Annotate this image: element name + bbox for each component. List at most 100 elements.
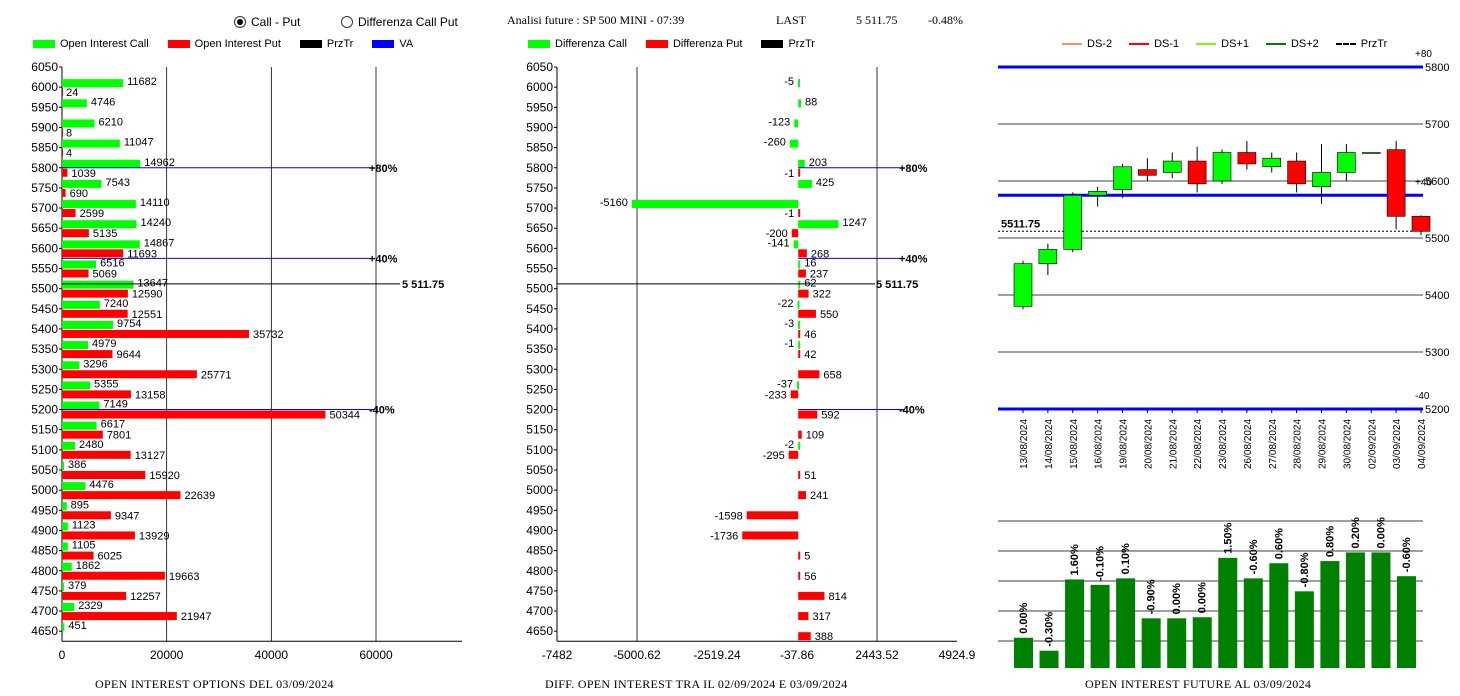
- put-value-label: 4: [66, 148, 72, 160]
- call-bar: [62, 482, 86, 491]
- call-value-label: 14962: [144, 157, 175, 169]
- diff-call-bar: [798, 260, 801, 269]
- legend-line-prztr: [1335, 43, 1356, 45]
- strike-label: 5400: [526, 322, 553, 336]
- legend-label: Differenza Put: [672, 38, 743, 50]
- oi-bar-label: 0.20%: [1350, 517, 1362, 548]
- radio-selected-icon: [234, 16, 246, 28]
- oi-bar-label: 0.80%: [1324, 526, 1336, 557]
- legend-line-ds-2: [1062, 43, 1082, 45]
- legend-label: DS-2: [1087, 38, 1113, 50]
- strike-label: 5450: [31, 302, 58, 316]
- diff-put-label: -200: [766, 228, 788, 240]
- legend-swatch-va: [372, 40, 395, 48]
- prztr-label: 5 511.75: [402, 279, 444, 291]
- call-bar: [62, 200, 136, 209]
- oi-bar-label: -0.80%: [1299, 552, 1311, 587]
- x-tick-label: -5000.62: [613, 648, 661, 662]
- x-date-label: 03/09/2024: [1392, 419, 1403, 469]
- call-value-label: 7149: [103, 399, 127, 411]
- call-value-label: 5355: [94, 378, 118, 390]
- open-interest-chart: 0 20000 40000 60000 6050 6000 11682 24 5950 4746 5…: [31, 60, 462, 662]
- put-bar: [62, 128, 63, 137]
- oi-bar-label: -0.30%: [1044, 612, 1056, 647]
- diff-put-label: -1: [784, 208, 794, 220]
- strike-label: 5400: [31, 322, 58, 336]
- legend-swatch-prztr: [299, 40, 322, 48]
- strike-label: 6050: [31, 60, 58, 74]
- analysis-title: Analisi future : SP 500 MINI - 07:39: [507, 13, 685, 27]
- legend-swatch-put: [645, 40, 668, 48]
- diff-call-label: -1: [784, 338, 794, 350]
- legend-label: PrzTr: [788, 38, 815, 50]
- prztr-label: 5 511.75: [876, 279, 918, 291]
- put-bar: [62, 350, 113, 359]
- diff-put-label: 5: [804, 551, 810, 563]
- diff-put-bar: [798, 269, 806, 278]
- future-open-interest-chart: 0.00% -0.30% 1.60% -0.10% 0.10% -0.90% 0.00% 0.…: [998, 517, 1423, 668]
- diff-put-bar: [798, 430, 802, 439]
- call-value-label: 1123: [72, 519, 96, 531]
- diff-put-bar: [798, 471, 801, 479]
- oi-bar: [1345, 552, 1365, 668]
- candle-body: [1411, 216, 1431, 232]
- oi-bar-label: 0.00%: [1197, 582, 1209, 613]
- strike-label: 4900: [526, 523, 553, 537]
- diff-put-label: 42: [804, 349, 816, 361]
- put-bar: [62, 249, 124, 258]
- y-tick-label: 5700: [1425, 119, 1449, 131]
- strike-label: 5250: [526, 382, 553, 396]
- diff-call-bar: [794, 119, 799, 128]
- put-bar: [62, 450, 131, 459]
- diff-put-bar: [791, 229, 799, 238]
- put-bar: [62, 329, 249, 338]
- strike-label: 4750: [526, 584, 553, 598]
- legend-swatch-call: [528, 40, 550, 48]
- call-bar: [62, 99, 87, 108]
- diff-open-interest-chart: -7482 -5000.62 -2519.24 -37.86 2443.52 4924.9…: [526, 60, 975, 662]
- strike-label: 5750: [31, 181, 58, 195]
- oi-bar-label: -0.90%: [1146, 579, 1158, 614]
- va-marker-label: +80%: [899, 163, 928, 175]
- diff-put-label: -1: [784, 168, 794, 180]
- call-bar: [62, 260, 97, 269]
- diff-call-label: 16: [804, 258, 816, 270]
- oi-bar: [1116, 578, 1136, 668]
- call-value-label: 14240: [141, 217, 172, 229]
- diff-put-label: -295: [763, 450, 785, 462]
- call-bar: [62, 159, 141, 168]
- diff-call-bar: [798, 441, 801, 450]
- call-value-label: 7240: [104, 298, 128, 310]
- strike-label: 5500: [31, 282, 58, 296]
- call-bar: [62, 179, 102, 188]
- strike-label: 4650: [31, 624, 58, 638]
- oi-bar: [1014, 637, 1033, 668]
- diff-call-bar: [789, 139, 799, 148]
- diff-call-label: -37: [777, 378, 793, 390]
- x-date-label: 14/08/2024: [1044, 419, 1055, 469]
- call-bar: [62, 320, 114, 329]
- diff-put-label: 268: [811, 248, 829, 260]
- oi-bar: [1192, 617, 1212, 668]
- legend-label: Open Interest Put: [194, 38, 281, 50]
- x-date-label: 29/08/2024: [1318, 419, 1329, 469]
- strike-label: 5150: [526, 423, 553, 437]
- oi-bar-label: -0.10%: [1095, 546, 1107, 581]
- strike-label: 5600: [31, 241, 58, 255]
- diff-call-label: -22: [778, 298, 794, 310]
- put-bar: [62, 390, 131, 399]
- candle-body: [1312, 172, 1331, 187]
- strike-label: 5000: [526, 483, 553, 497]
- radio-differenza[interactable]: Differenza Call Put: [341, 15, 458, 29]
- x-date-label: 23/08/2024: [1218, 419, 1229, 469]
- radio-call-put[interactable]: Call - Put: [234, 15, 300, 29]
- oi-bar-label: 0.00%: [1375, 517, 1387, 548]
- diff-call-bar: [797, 381, 800, 390]
- put-value-label: 11693: [127, 248, 157, 260]
- put-bar: [62, 229, 89, 238]
- put-bar: [62, 188, 66, 197]
- strike-label: 5800: [526, 161, 553, 175]
- call-bar: [62, 441, 75, 450]
- oi-bar: [1371, 552, 1391, 668]
- diff-put-bar: [798, 591, 825, 600]
